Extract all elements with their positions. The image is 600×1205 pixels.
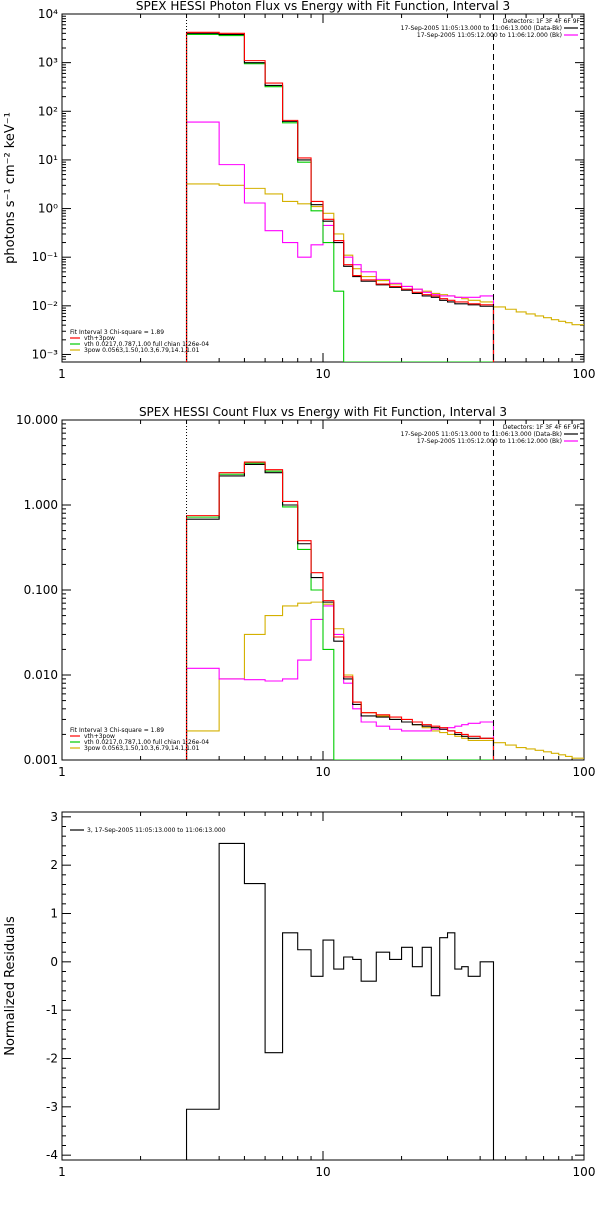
series-line-bk: [185, 605, 495, 760]
series-line-3pow-extended: [493, 306, 584, 326]
series-line-vth-3pow: [185, 31, 495, 362]
legend-fit-title: Fit Interval 3 Chi-square = 1.89: [70, 727, 164, 734]
legend-item-label: 3pow 0.0563,1.50,10.3,6.79,14.1,1.01: [84, 745, 200, 752]
y-tick-label: 10⁻¹: [32, 250, 59, 264]
y-ticks: 10⁻³ 10⁻² 10⁻¹ 10⁰ 10¹ 10² 10³ 10⁴: [32, 7, 584, 363]
x-ticks: 1 10 100: [58, 812, 595, 1179]
y-tick-label: 0.001: [24, 753, 58, 767]
y-tick-label: 10⁻³: [32, 347, 59, 361]
y-tick-label: 10⁴: [38, 7, 58, 21]
x-ticks: 1 10 100: [58, 420, 595, 779]
series-line-3pow: [185, 183, 495, 362]
y-tick-label: 10²: [38, 104, 58, 118]
y-tick-label: 2: [50, 858, 58, 872]
plot-frame: [61, 811, 585, 1161]
y-tick-label: 1.000: [24, 498, 58, 512]
series-line-data-bk: [185, 32, 495, 362]
x-ticks: 1 10 100: [58, 14, 595, 381]
y-axis-label: Normalized Residuals: [3, 916, 18, 1056]
legend-item-label: 3, 17-Sep-2005 11:05:13.000 to 11:06:13.…: [87, 827, 226, 834]
legend-item-label: vth 0.0217,0.787,1.00 full chian 1.26e-0…: [84, 341, 209, 348]
y-tick-label: 0.010: [24, 668, 58, 682]
panel-2: SPEX HESSI Count Flux vs Energy with Fit…: [16, 405, 595, 779]
legend-item-label: vth+3pow: [84, 733, 115, 740]
series-line-vth-3pow: [185, 461, 495, 760]
legend-top: 3, 17-Sep-2005 11:05:13.000 to 11:06:13.…: [70, 827, 226, 834]
y-tick-label: 10⁻²: [32, 299, 59, 313]
chart-title: SPEX HESSI Count Flux vs Energy with Fit…: [139, 405, 507, 419]
legend-item-label: vth 0.0217,0.787,1.00 full chian 1.26e-0…: [84, 739, 209, 746]
x-tick-label: 10: [315, 1165, 330, 1179]
y-tick-label: 3: [50, 810, 58, 824]
y-tick-label: -3: [46, 1100, 58, 1114]
chart-title: SPEX HESSI Photon Flux vs Energy with Fi…: [136, 0, 510, 13]
legend-detectors: Detectors: 1F 3F 4F 6F 9F: [503, 18, 581, 25]
series-line-vth: [185, 462, 494, 760]
y-tick-label: -1: [46, 1003, 58, 1017]
y-tick-label: -2: [46, 1052, 58, 1066]
x-tick-label: 1: [58, 1165, 66, 1179]
x-tick-label: 10: [315, 765, 330, 779]
y-tick-label: 0.100: [24, 583, 58, 597]
series-group: [185, 842, 495, 1160]
panel-1: SPEX HESSI Photon Flux vs Energy with Fi…: [3, 0, 595, 381]
legend-bottom: Fit Interval 3 Chi-square = 1.89vth+3pow…: [70, 329, 209, 354]
series-line-3pow-extended: [493, 742, 584, 759]
y-axis-label: photons s⁻¹ cm⁻² keV⁻¹: [3, 112, 18, 264]
legend-item-label: 17-Sep-2005 11:05:12.000 to 11:06:12.000…: [417, 32, 562, 39]
x-tick-label: 100: [573, 1165, 596, 1179]
legend-item-label: vth+3pow: [84, 335, 115, 342]
series-line-vth: [185, 33, 494, 362]
legend-fit-title: Fit Interval 3 Chi-square = 1.89: [70, 329, 164, 336]
y-tick-label: 10⁰: [38, 202, 58, 216]
y-tick-label: 1: [50, 907, 58, 921]
y-tick-label: 10³: [38, 56, 58, 70]
panel-3: Normalized Residuals 1 10 100 -4 -3 -2 -1 0 1 2 3 3,…: [3, 810, 595, 1179]
legend-item-label: 17-Sep-2005 11:05:13.000 to 11:06:13.000…: [401, 25, 562, 32]
legend-item-label: 3pow 0.0563,1.50,10.3,6.79,14.1,1.01: [84, 347, 200, 354]
x-tick-label: 100: [573, 765, 596, 779]
x-tick-label: 10: [315, 367, 330, 381]
legend-item-label: 17-Sep-2005 11:05:12.000 to 11:06:12.000…: [417, 438, 562, 445]
y-tick-label: 0: [50, 955, 58, 969]
y-ticks: -4 -3 -2 -1 0 1 2 3: [46, 810, 584, 1162]
legend-item-label: 17-Sep-2005 11:05:13.000 to 11:06:13.000…: [401, 431, 562, 438]
legend-bottom: Fit Interval 3 Chi-square = 1.89vth+3pow…: [70, 727, 209, 752]
y-ticks: 0.001 0.010 0.100 1.000 10.000: [16, 413, 584, 767]
series-line-residuals: [185, 842, 495, 1160]
x-tick-label: 100: [573, 367, 596, 381]
x-tick-label: 1: [58, 367, 66, 381]
series-line-3pow: [185, 601, 495, 760]
legend-detectors: Detectors: 1F 3F 4F 6F 9F: [503, 424, 581, 431]
series-group: [185, 461, 584, 760]
y-tick-label: 10¹: [38, 153, 58, 167]
y-tick-label: 10.000: [16, 413, 58, 427]
series-group: [185, 31, 584, 362]
y-tick-label: -4: [46, 1148, 58, 1162]
series-line-data-bk: [185, 463, 495, 760]
series-line-bk: [185, 121, 495, 362]
x-tick-label: 1: [58, 765, 66, 779]
